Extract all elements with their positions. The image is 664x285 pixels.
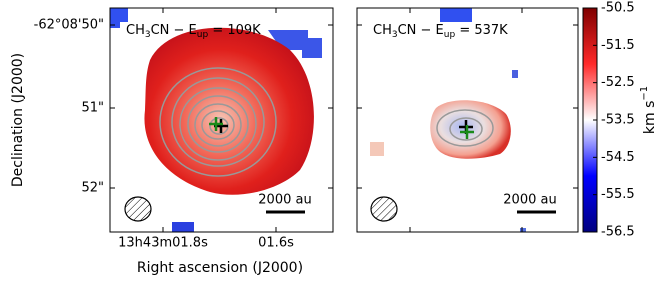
panel-frame [356,7,579,233]
label-part: −1 [639,86,650,101]
y-tick-label: 51" [81,101,104,116]
colorbar-tick-label: -54.5 [601,150,635,165]
colorbar-tick-label: -50.5 [601,1,635,16]
map-image [110,8,322,232]
axis-ticks [110,8,578,232]
y-tick-label: 52" [81,181,104,196]
colorbar-tick-label: -55.5 [601,187,635,202]
title-part: 3 [145,30,151,40]
colorbar-tick-label: -51.5 [601,38,635,53]
title-part: CH [373,23,392,38]
y-axis-label: Declination (J2000) [10,53,26,187]
colorbar-tick-label: -56.5 [601,225,635,240]
panel-title: CH3CN − Eup = 109K [126,23,261,40]
y-tick-label: -62°08'50" [34,18,104,33]
map-image [370,8,556,232]
colorbar-tick-label: -53.5 [601,113,635,128]
x-tick-label: 13h43m01.8s [118,236,208,251]
title-part: CN − E [151,23,197,38]
colorbar-label: km s−1 [639,86,658,134]
panel-title: CH3CN − Eup = 537K [373,23,508,40]
colorbar-tick-label: -52.5 [601,75,635,90]
label-part: km s [642,101,658,135]
title-part: CH [126,23,145,38]
scale-label: 2000 au [503,193,556,208]
title-part: = 537K [455,23,508,38]
title-part: CN − E [398,23,444,38]
x-tick-label: 01.6s [258,236,294,251]
scale-label: 2000 au [258,193,311,208]
title-part: up [197,30,209,40]
panel-frame [109,7,334,233]
title-part: = 109K [208,23,261,38]
x-axis-label: Right ascension (J2000) [137,260,303,276]
title-part: up [444,30,456,40]
title-part: 3 [392,30,398,40]
